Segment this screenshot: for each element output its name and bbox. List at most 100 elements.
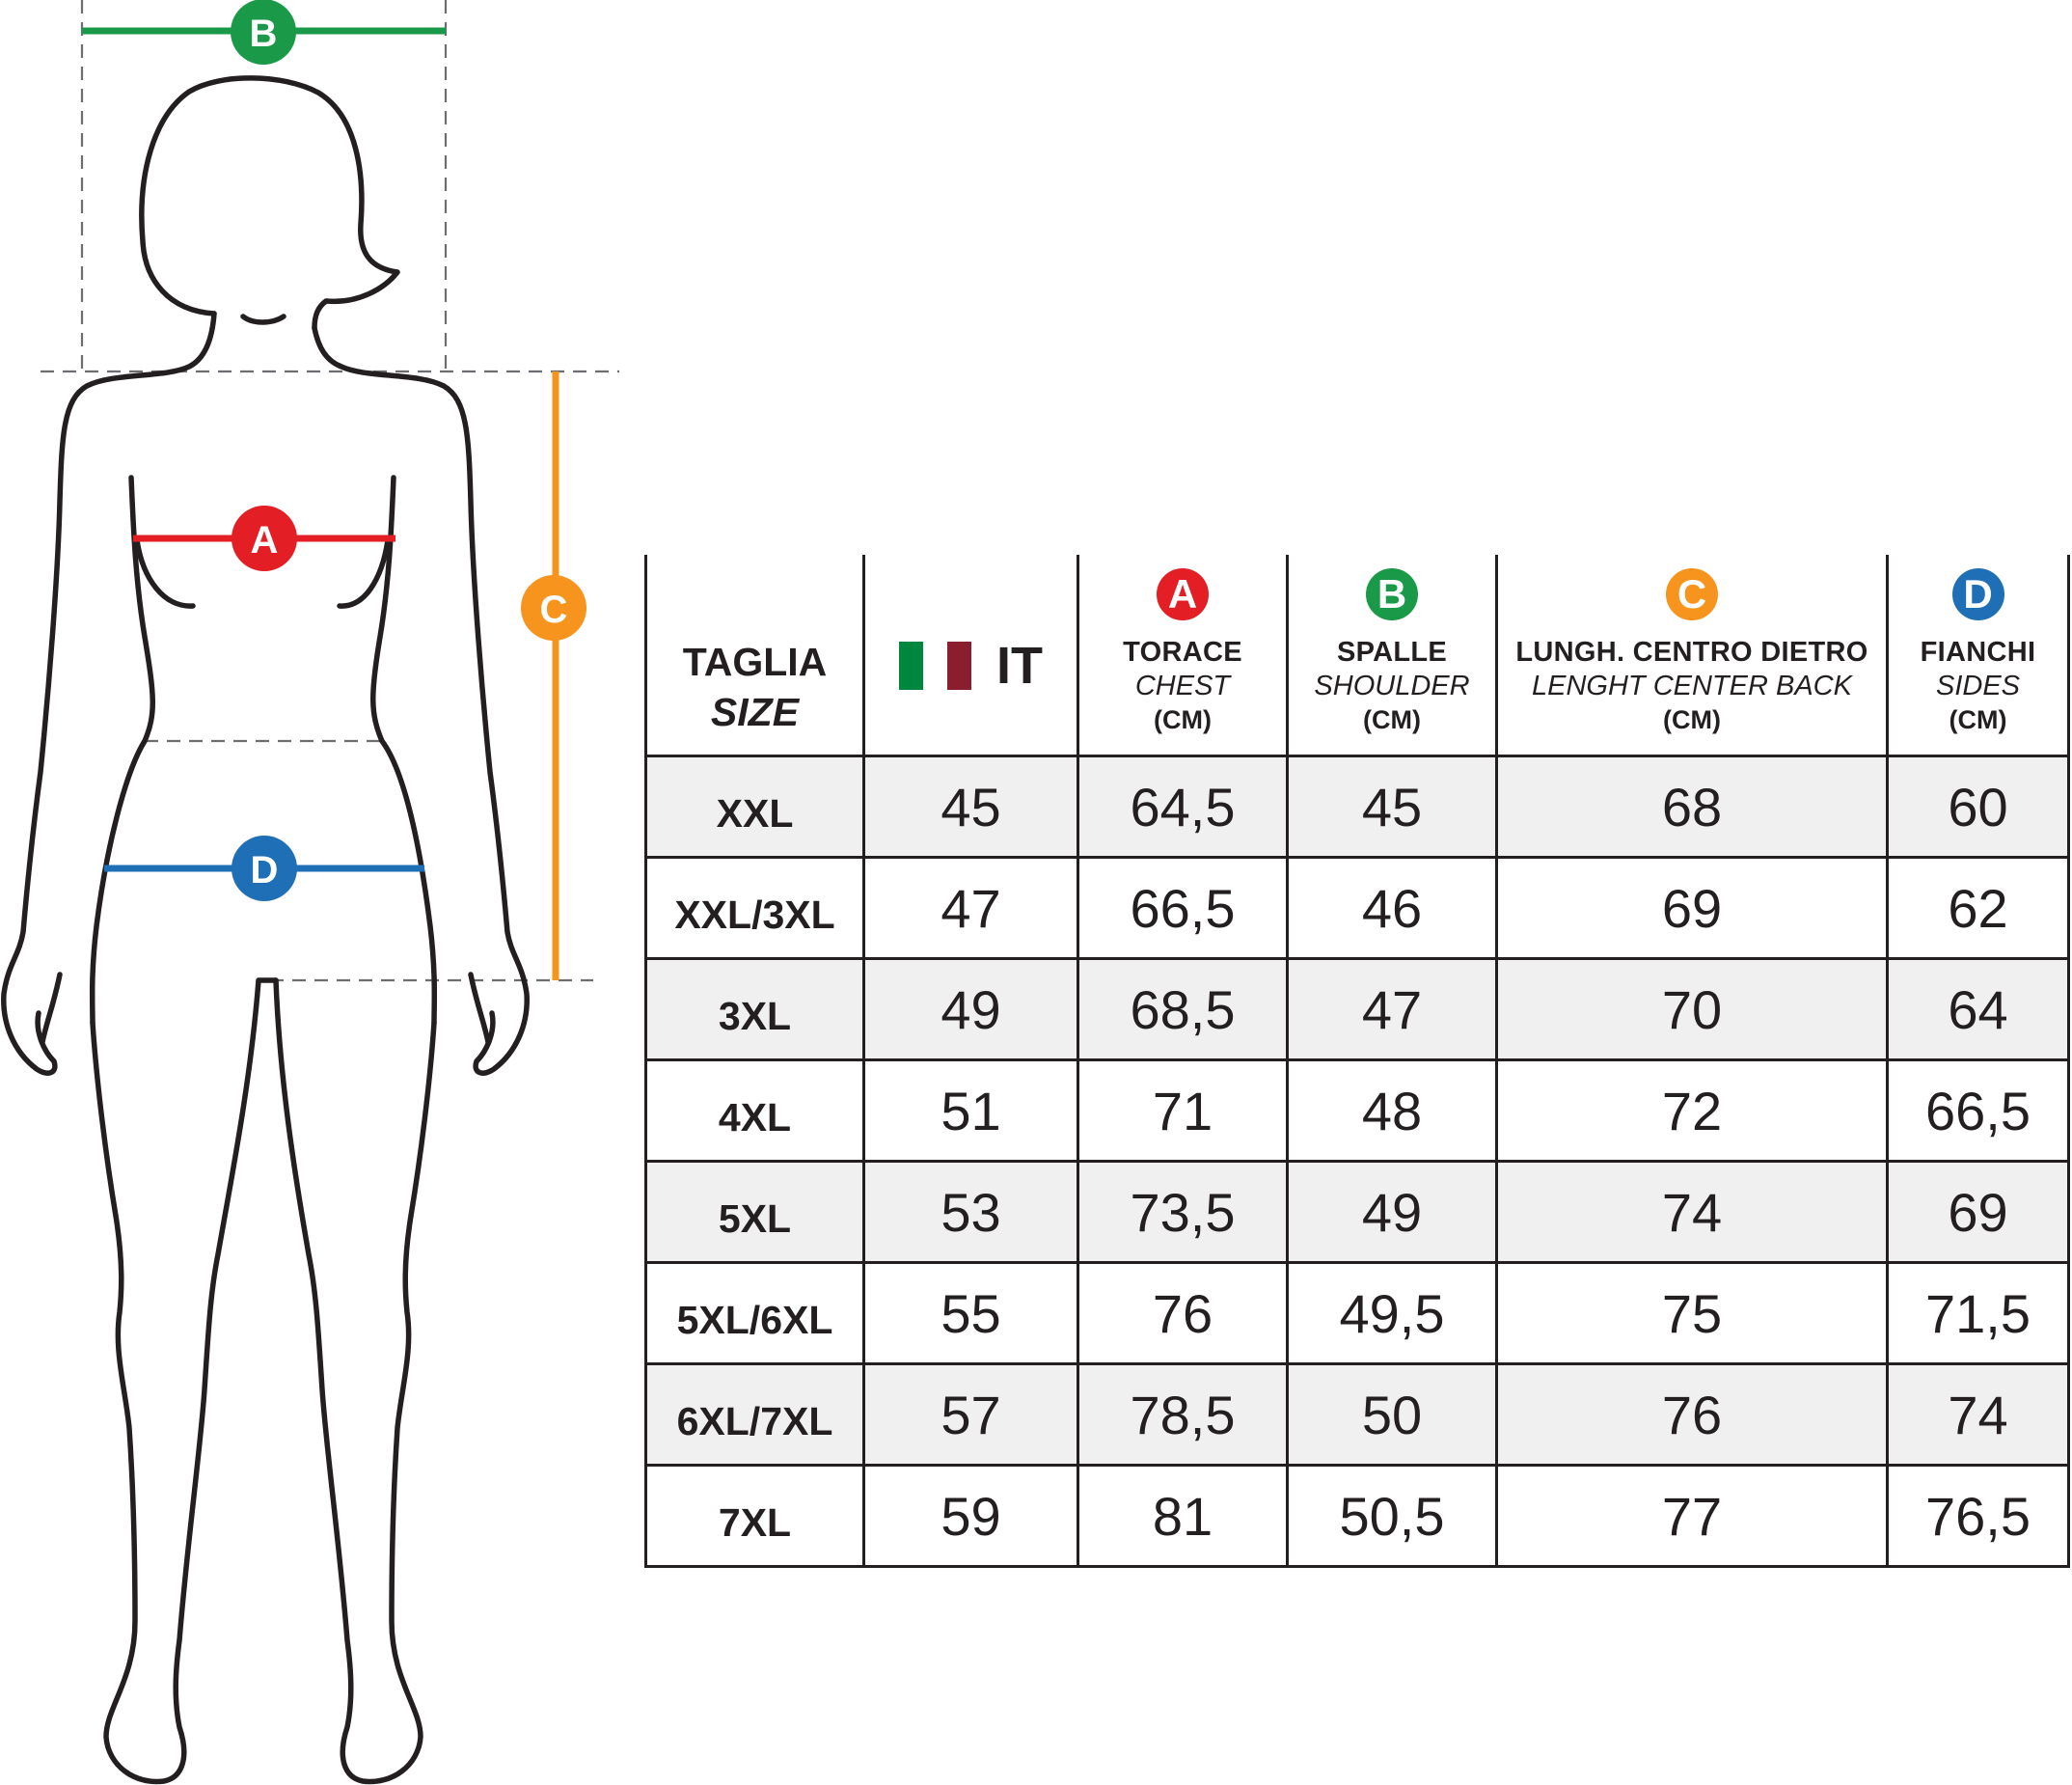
cell-size: 3XL xyxy=(644,960,862,1058)
badge-a-icon xyxy=(232,506,297,571)
cell-chest: 68,5 xyxy=(1077,960,1286,1058)
header-sides-en: SIDES xyxy=(1935,671,2021,701)
right-body-outline xyxy=(312,325,530,1076)
badge-d-icon xyxy=(232,836,297,901)
badge-a-label: A xyxy=(251,519,279,562)
table-row: 3XL 49 68,5 47 70 64 xyxy=(644,957,2070,1058)
header-shoulder: B SPALLE SHOULDER (CM) xyxy=(1286,555,1495,755)
bust-right xyxy=(337,537,391,609)
header-shoulder-it: SPALLE xyxy=(1336,637,1448,668)
size-chart-table: TAGLIA SIZE IT A TORACE CHEST (CM) B SPA… xyxy=(644,555,2070,1568)
header-size-main: TAGLIA xyxy=(682,640,828,684)
header-length: C LUNGH. CENTRO DIETRO LENGHT CENTER BAC… xyxy=(1495,555,1886,755)
flag-white-band xyxy=(923,641,947,690)
cell-size: 4XL xyxy=(644,1061,862,1160)
cell-length: 72 xyxy=(1495,1061,1886,1160)
cell-chest: 81 xyxy=(1077,1467,1286,1565)
header-badge-a: A xyxy=(1157,568,1209,620)
table-row: 5XL 53 73,5 49 74 69 xyxy=(644,1160,2070,1261)
header-chest-en: CHEST xyxy=(1134,671,1231,701)
cell-length: 69 xyxy=(1495,859,1886,957)
table-row: XXL/3XL 47 66,5 46 69 62 xyxy=(644,856,2070,957)
cell-chest: 71 xyxy=(1077,1061,1286,1160)
cell-length: 74 xyxy=(1495,1163,1886,1261)
cell-shoulder: 46 xyxy=(1286,859,1495,957)
badge-b-label: B xyxy=(250,13,278,55)
cell-sides: 76,5 xyxy=(1886,1467,2070,1565)
cell-chest: 73,5 xyxy=(1077,1163,1286,1261)
cell-size: 5XL xyxy=(644,1163,862,1261)
cell-sides: 69 xyxy=(1886,1163,2070,1261)
cell-size: XXL xyxy=(644,757,862,856)
badge-b-icon xyxy=(231,0,296,65)
cell-shoulder: 49 xyxy=(1286,1163,1495,1261)
cell-it: 57 xyxy=(862,1365,1077,1464)
cell-it: 45 xyxy=(862,757,1077,856)
badge-d-label: D xyxy=(251,849,279,892)
cell-length: 70 xyxy=(1495,960,1886,1058)
header-it-wrap: IT xyxy=(899,555,1043,737)
cell-sides: 71,5 xyxy=(1886,1264,2070,1362)
header-size-sub: SIZE xyxy=(710,690,800,734)
italy-flag-icon xyxy=(899,641,971,690)
bust-left xyxy=(134,537,196,609)
cell-it: 51 xyxy=(862,1061,1077,1160)
table-row: 6XL/7XL 57 78,5 50 76 74 xyxy=(644,1362,2070,1464)
header-badge-b: B xyxy=(1366,568,1418,620)
cell-shoulder: 47 xyxy=(1286,960,1495,1058)
table-row: 7XL 59 81 50,5 77 76,5 xyxy=(644,1464,2070,1568)
cell-size: XXL/3XL xyxy=(644,859,862,957)
flag-green-band xyxy=(899,641,923,690)
cell-sides: 74 xyxy=(1886,1365,2070,1464)
chin-outline xyxy=(240,314,286,325)
cell-shoulder: 45 xyxy=(1286,757,1495,856)
table-row: 5XL/6XL 55 76 49,5 75 71,5 xyxy=(644,1261,2070,1362)
cell-it: 59 xyxy=(862,1467,1077,1565)
header-chest-unit: (CM) xyxy=(1154,705,1212,734)
cell-it: 47 xyxy=(862,859,1077,957)
header-sides-it: FIANCHI xyxy=(1920,637,2036,668)
header-chest-it: TORACE xyxy=(1123,637,1242,668)
cell-shoulder: 49,5 xyxy=(1286,1264,1495,1362)
head-outline xyxy=(139,75,400,331)
left-torso-side xyxy=(89,475,155,1026)
header-sides-unit: (CM) xyxy=(1949,705,2007,734)
table-row: 4XL 51 71 48 72 66,5 xyxy=(644,1058,2070,1160)
cell-sides: 60 xyxy=(1886,757,2070,856)
body-measurement-figure: B A C D xyxy=(0,0,637,1785)
cell-length: 77 xyxy=(1495,1467,1886,1565)
cell-shoulder: 48 xyxy=(1286,1061,1495,1160)
badge-c-label: C xyxy=(540,589,568,631)
cell-it: 53 xyxy=(862,1163,1077,1261)
cell-length: 68 xyxy=(1495,757,1886,856)
table-row: XXL 45 64,5 45 68 60 xyxy=(644,755,2070,856)
cell-shoulder: 50,5 xyxy=(1286,1467,1495,1565)
badge-c-icon xyxy=(521,575,586,641)
header-sides: D FIANCHI SIDES (CM) xyxy=(1886,555,2070,755)
header-size: TAGLIA SIZE xyxy=(644,555,862,755)
header-chest: A TORACE CHEST (CM) xyxy=(1077,555,1286,755)
cell-sides: 62 xyxy=(1886,859,2070,957)
right-torso-side xyxy=(370,475,438,1026)
cell-shoulder: 50 xyxy=(1286,1365,1495,1464)
body-outline xyxy=(1,311,217,1076)
cell-size: 6XL/7XL xyxy=(644,1365,862,1464)
header-shoulder-en: SHOULDER xyxy=(1314,671,1470,701)
left-leg-outline xyxy=(90,977,279,1785)
cell-length: 76 xyxy=(1495,1365,1886,1464)
cell-size: 7XL xyxy=(644,1467,862,1565)
left-inner-arm xyxy=(40,972,63,1045)
header-it-label: IT xyxy=(996,636,1043,695)
cell-it: 49 xyxy=(862,960,1077,1058)
flag-red-band xyxy=(947,641,971,690)
header-badge-d: D xyxy=(1951,568,2004,620)
woman-silhouette-diagram: B A C D xyxy=(1,0,619,1785)
cell-chest: 78,5 xyxy=(1077,1365,1286,1464)
cell-it: 55 xyxy=(862,1264,1077,1362)
header-shoulder-unit: (CM) xyxy=(1363,705,1421,734)
cell-length: 75 xyxy=(1495,1264,1886,1362)
header-length-it: LUNGH. CENTRO DIETRO xyxy=(1515,637,1868,668)
cell-chest: 76 xyxy=(1077,1264,1286,1362)
cell-chest: 66,5 xyxy=(1077,859,1286,957)
right-inner-arm xyxy=(468,972,491,1045)
